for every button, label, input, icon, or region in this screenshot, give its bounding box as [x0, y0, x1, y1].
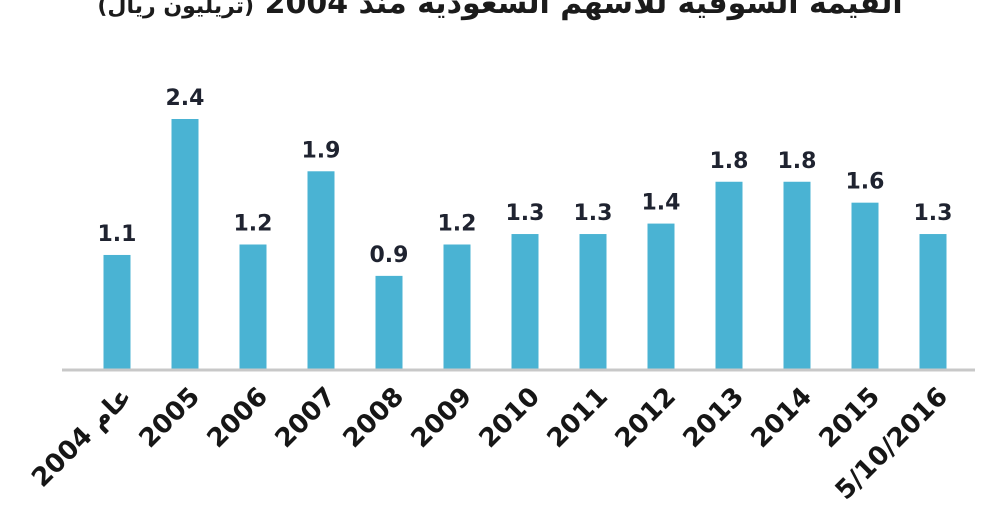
bar — [103, 254, 131, 370]
x-tick-label: 2010 — [474, 382, 546, 454]
x-tick-label: 2007 — [270, 382, 342, 454]
bars-group — [103, 119, 947, 370]
bar — [511, 234, 539, 370]
x-tick-label: 2008 — [338, 382, 410, 454]
x-tick-label: 2013 — [678, 382, 750, 454]
value-label: 1.2 — [438, 212, 477, 237]
bar — [443, 244, 471, 370]
bar — [715, 181, 743, 370]
value-label: 1.8 — [710, 149, 749, 174]
bar — [647, 223, 675, 370]
bar — [579, 234, 607, 370]
value-label: 1.3 — [574, 201, 613, 226]
bar — [239, 244, 267, 370]
value-label: 1.9 — [302, 138, 341, 163]
x-tick-label: 2011 — [542, 382, 614, 454]
bar — [307, 171, 335, 370]
x-tick-label: 2006 — [202, 382, 274, 454]
value-label: 1.3 — [914, 201, 953, 226]
value-label: 1.2 — [234, 212, 273, 237]
chart-subtitle: (تريليون ريال) — [97, 0, 255, 19]
value-label: 0.9 — [370, 243, 409, 268]
bar — [783, 181, 811, 370]
value-label: 1.8 — [778, 149, 817, 174]
x-tick-label: 2014 — [746, 382, 818, 454]
value-label: 1.3 — [506, 201, 545, 226]
x-tick-labels-group: عام 200420052006200720082009201020112012… — [26, 382, 954, 506]
x-tick-label: 2012 — [610, 382, 682, 454]
value-label: 1.1 — [98, 222, 137, 247]
value-label: 1.6 — [846, 170, 885, 195]
value-label: 1.4 — [642, 191, 681, 216]
bar — [375, 275, 403, 370]
value-label: 2.4 — [166, 86, 205, 111]
chart-title: القيمة السوقية للأسهم السعودية منذ 2004 … — [0, 0, 1000, 22]
x-tick-label: 2009 — [406, 382, 478, 454]
x-tick-label: عام 2004 — [26, 382, 138, 494]
bar — [919, 234, 947, 370]
x-tick-label: 2005 — [134, 382, 206, 454]
chart-title-text: القيمة السوقية للأسهم السعودية منذ 2004 — [264, 0, 903, 21]
bar — [851, 202, 879, 370]
value-labels-group: 1.1 2.4 1.2 1.9 0.9 1.2 1.3 1.3 1.4 1.8 1.8 1.6 1.3 — [98, 86, 953, 268]
bar — [171, 119, 199, 370]
